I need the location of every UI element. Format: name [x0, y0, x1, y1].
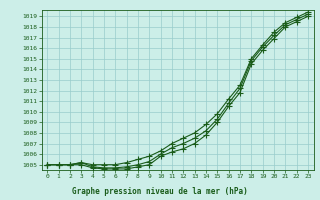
- Text: Graphe pression niveau de la mer (hPa): Graphe pression niveau de la mer (hPa): [72, 187, 248, 196]
